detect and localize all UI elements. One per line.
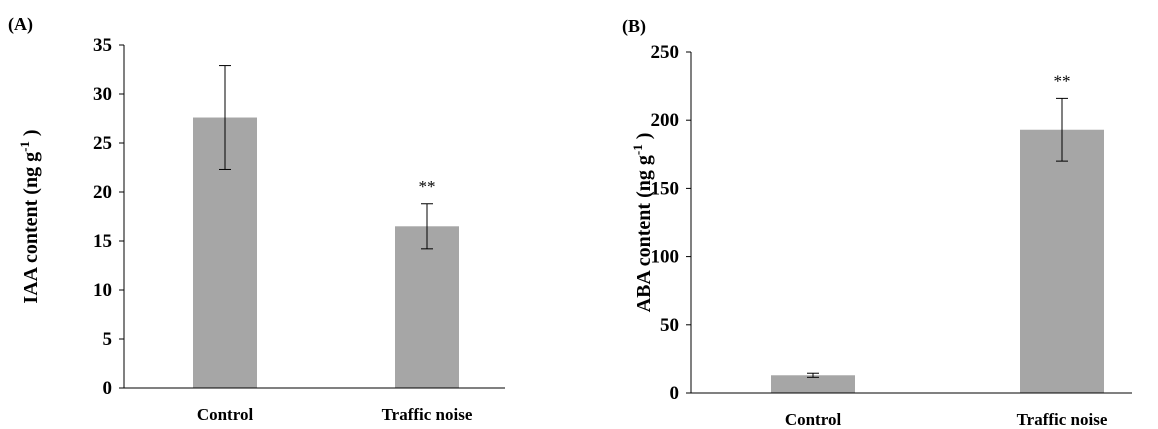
panel-b-x-tick-label-0: Control [785,410,842,429]
panel-a-x-tick-label-0: Control [197,405,254,424]
panel-a-significance-1: ** [419,177,436,196]
panel-b-label: (B) [622,16,646,37]
panel-b-y-tick-label: 50 [660,315,679,336]
panel-b-y-axis-title: ABA content (ng g-1 ) [630,133,655,313]
panel-a-y-tick-label: 25 [93,133,112,154]
panel-a-label: (A) [8,14,33,35]
panel-b-chart: (B) ** 0 50 100 150 200 250 Control Traffic nois… [622,16,1132,429]
panel-a-y-tick-label: 20 [93,182,112,203]
panel-a-y-tick-label: 5 [103,329,113,350]
panel-b-bar-0 [771,375,855,393]
panel-a-y-tick-label: 15 [93,231,112,252]
panel-a-y-tick-label: 30 [93,84,112,105]
panel-a-y-axis-title: IAA content (ng g-1 ) [17,129,42,303]
panel-a-y-tick-label: 10 [93,280,112,301]
panel-b-y-tick-label: 0 [670,383,680,404]
panel-a-x-tick-label-1: Traffic noise [382,405,473,424]
panel-b-x-tick-label-1: Traffic noise [1017,410,1108,429]
panel-b-y-tick-label: 150 [651,178,680,199]
panel-b-bar-1 [1020,129,1104,394]
panel-b-significance-1: ** [1054,71,1071,90]
panel-b-y-tick-label: 100 [651,247,680,268]
panel-a-bar-1 [395,226,459,388]
panel-a-y-tick-label: 0 [103,378,113,399]
panel-b-y-tick-label: 250 [651,42,680,63]
panel-a-chart: (A) ** 0 5 10 15 20 25 30 35 Control Traffic noise… [8,14,505,424]
panel-b-y-tick-label: 200 [651,110,680,131]
panel-a-y-tick-label: 35 [93,35,112,56]
